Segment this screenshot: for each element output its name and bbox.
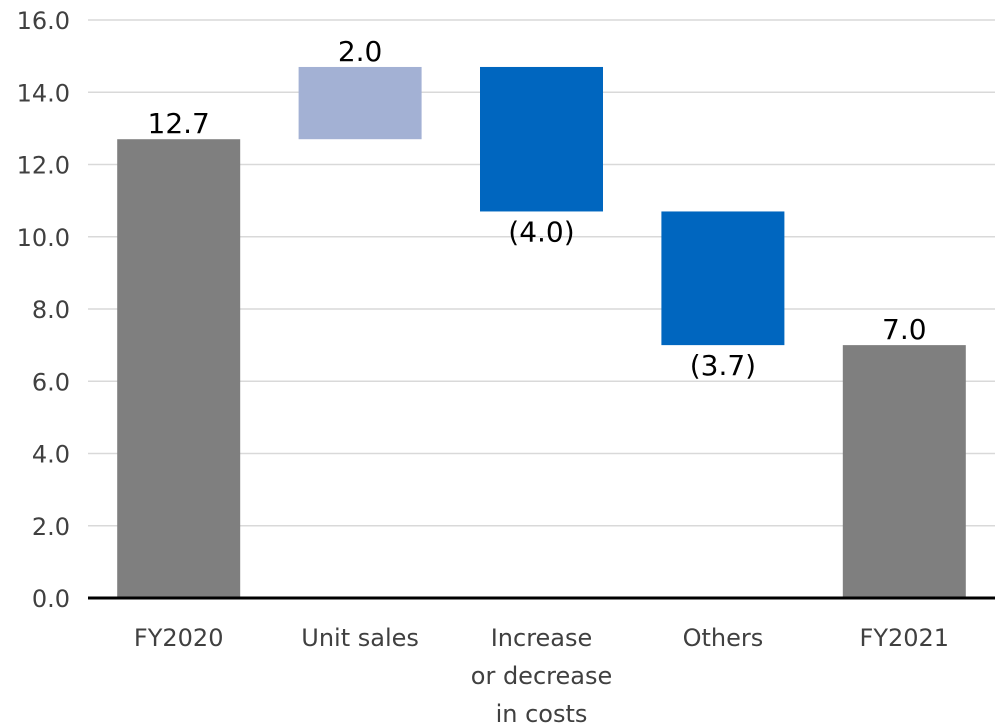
y-tick-label: 2.0 <box>32 513 70 541</box>
x-category-label: Increase <box>491 624 593 652</box>
x-category-label: Unit sales <box>301 624 419 652</box>
data-labels: 12.7 2.0 (4.0) (3.7) 7.0 <box>148 35 927 382</box>
data-label: 2.0 <box>338 35 383 68</box>
bar-increase <box>298 66 422 140</box>
x-category-label: in costs <box>496 700 588 727</box>
y-tick-label: 8.0 <box>32 296 70 324</box>
x-category-label: FY2021 <box>860 624 950 652</box>
data-label: (3.7) <box>690 349 756 382</box>
y-tick-label: 10.0 <box>17 224 70 252</box>
bar-total <box>842 345 966 598</box>
data-label: 7.0 <box>882 313 927 346</box>
y-axis-tick-labels: 0.0 2.0 4.0 6.0 8.0 10.0 12.0 14.0 16.0 <box>17 7 70 613</box>
bar-decrease <box>480 66 603 212</box>
data-label: 12.7 <box>148 107 210 140</box>
y-tick-label: 16.0 <box>17 7 70 35</box>
y-tick-label: 12.0 <box>17 152 70 180</box>
y-tick-label: 14.0 <box>17 79 70 107</box>
x-axis-category-labels: FY2020 Unit sales Increase or decrease in co… <box>134 624 949 727</box>
bar-decrease <box>661 211 785 346</box>
bars <box>117 66 966 598</box>
x-category-label: Others <box>683 624 764 652</box>
data-label: (4.0) <box>508 215 574 248</box>
y-tick-label: 6.0 <box>32 368 70 396</box>
y-tick-label: 4.0 <box>32 441 70 469</box>
x-category-label: FY2020 <box>134 624 224 652</box>
x-category-label: or decrease <box>471 662 612 690</box>
bar-total <box>117 139 241 598</box>
y-tick-label: 0.0 <box>32 585 70 613</box>
